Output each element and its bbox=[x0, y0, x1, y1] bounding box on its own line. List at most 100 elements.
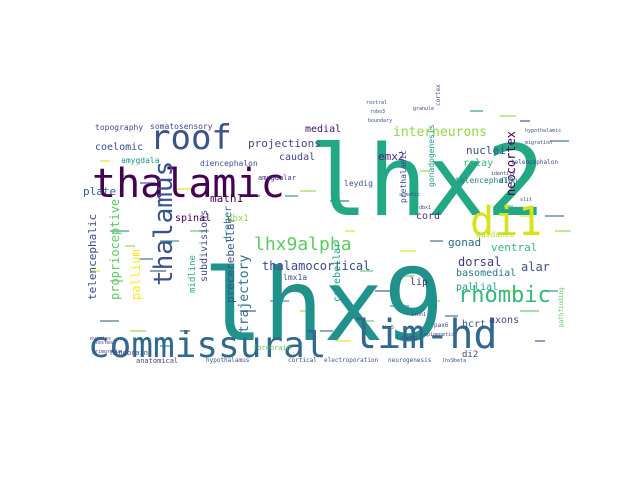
word-cloud-word: dbx1 bbox=[419, 205, 431, 211]
filler-word-speck bbox=[100, 160, 110, 162]
word-cloud-word: alar bbox=[521, 260, 550, 274]
word-cloud-word: gonad bbox=[448, 236, 481, 249]
filler-word-speck bbox=[285, 195, 298, 197]
filler-word-speck bbox=[550, 140, 569, 142]
word-cloud-word: hypothalamus bbox=[206, 357, 250, 364]
word-cloud-word: granule bbox=[413, 106, 434, 112]
word-cloud-word: basomedial bbox=[456, 268, 516, 279]
word-cloud-word: projections bbox=[248, 137, 321, 150]
filler-word-speck bbox=[300, 190, 316, 192]
filler-word-speck bbox=[120, 175, 133, 177]
filler-word-speck bbox=[470, 110, 483, 112]
word-cloud-word: hypothalamic bbox=[525, 128, 561, 134]
filler-word-speck bbox=[430, 300, 440, 302]
word-cloud-word: ventral bbox=[491, 241, 537, 254]
word-cloud-word: relay bbox=[463, 158, 493, 169]
filler-word-speck bbox=[375, 290, 391, 292]
filler-word-speck bbox=[125, 245, 135, 247]
word-cloud-word: medial bbox=[305, 124, 341, 135]
word-cloud-word: di3 bbox=[499, 176, 514, 185]
filler-word-speck bbox=[300, 310, 310, 312]
filler-word-speck bbox=[420, 170, 430, 172]
word-cloud-word: thalamocortical bbox=[262, 259, 370, 273]
word-cloud-word: lhx2 bbox=[309, 125, 545, 239]
word-cloud-word: gonadogenesis bbox=[427, 124, 436, 187]
filler-word-speck bbox=[445, 315, 458, 317]
word-cloud-word: coelomic bbox=[95, 142, 143, 153]
word-cloud-word: proprioceptive bbox=[108, 199, 122, 300]
word-cloud-word: caudal bbox=[279, 152, 315, 163]
word-cloud-word: ovaries bbox=[90, 336, 111, 342]
word-cloud-word: hcrt bbox=[462, 319, 486, 330]
word-cloud-word: neurogenesis bbox=[388, 357, 432, 364]
word-cloud-word: thalamus bbox=[149, 161, 179, 286]
filler-word-speck bbox=[345, 230, 355, 232]
filler-word-speck bbox=[140, 258, 153, 260]
word-cloud-word: identity bbox=[491, 171, 515, 177]
word-cloud-word: lhx9beta bbox=[442, 358, 466, 364]
filler-word-speck bbox=[160, 345, 173, 347]
word-cloud-word: di2 bbox=[462, 350, 478, 360]
filler-word-speck bbox=[500, 290, 516, 292]
word-cloud-word: math1 bbox=[210, 192, 243, 205]
word-cloud-word: pax6 bbox=[434, 322, 449, 329]
word-cloud-word: amygdala bbox=[121, 156, 160, 165]
word-cloud-word: robo3 bbox=[370, 109, 385, 115]
filler-word-speck bbox=[100, 320, 119, 322]
word-cloud-word: amygdalar bbox=[258, 174, 296, 182]
filler-word-speck bbox=[320, 330, 333, 332]
filler-word-speck bbox=[545, 290, 558, 292]
word-cloud-word: interneurons bbox=[393, 125, 487, 140]
word-cloud-word: diencephalon bbox=[200, 159, 258, 168]
filler-word-speck bbox=[240, 310, 256, 312]
word-cloud-word: midline bbox=[188, 255, 198, 293]
word-cloud-word: pallium bbox=[129, 249, 143, 300]
filler-word-speck bbox=[535, 340, 545, 342]
word-cloud-word: subdivisions bbox=[199, 210, 210, 282]
filler-word-speck bbox=[430, 240, 443, 242]
word-cloud-word: prethalamic bbox=[399, 150, 408, 203]
word-cloud-word: nuclei bbox=[466, 144, 506, 157]
filler-word-speck bbox=[90, 270, 100, 272]
filler-word-speck bbox=[270, 300, 289, 302]
filler-word-speck bbox=[500, 205, 513, 207]
word-cloud-word: boundary bbox=[368, 118, 392, 124]
word-cloud-word: lateral bbox=[396, 335, 422, 342]
filler-word-speck bbox=[335, 340, 351, 342]
word-cloud-word: pathfinding bbox=[558, 287, 565, 327]
word-cloud-word: pallial bbox=[456, 282, 498, 293]
word-cloud-word: thalamic bbox=[92, 161, 285, 207]
word-cloud-word: roof bbox=[150, 118, 232, 158]
word-cloud-word: anatomical bbox=[136, 357, 178, 365]
filler-word-speck bbox=[555, 230, 571, 232]
word-cloud-word: dorsal bbox=[458, 255, 501, 269]
word-cloud-word: commissural bbox=[88, 325, 326, 366]
word-cloud-word: lhx9alpha bbox=[254, 234, 352, 255]
word-cloud-word: lhx5 bbox=[382, 325, 394, 331]
filler-word-speck bbox=[500, 115, 516, 117]
word-cloud-word: neocortex bbox=[504, 131, 518, 196]
word-cloud-word: axons bbox=[489, 315, 519, 326]
word-cloud-word: sf1 bbox=[406, 336, 415, 342]
filler-word-speck bbox=[140, 182, 156, 184]
filler-word-speck bbox=[110, 280, 123, 282]
word-cloud-word: di1 bbox=[470, 199, 542, 245]
word-cloud-word: plate bbox=[83, 185, 116, 198]
filler-word-speck bbox=[395, 275, 414, 277]
filler-word-speck bbox=[330, 200, 349, 202]
word-cloud-word: cord bbox=[416, 211, 440, 222]
word-cloud-word: precerebellar bbox=[224, 217, 237, 303]
filler-word-speck bbox=[355, 320, 374, 322]
filler-word-speck bbox=[360, 270, 373, 272]
word-cloud-word: testes bbox=[95, 340, 113, 346]
filler-word-speck bbox=[520, 310, 539, 312]
word-cloud-word: telencephalon bbox=[511, 159, 558, 166]
word-cloud-word: somatic bbox=[399, 192, 420, 198]
word-cloud-word: cortical bbox=[288, 357, 317, 364]
filler-word-speck bbox=[545, 215, 564, 217]
word-cloud-word: somatosensory bbox=[150, 122, 213, 131]
word-cloud-word: hindbrain bbox=[110, 349, 148, 357]
filler-word-speck bbox=[180, 330, 190, 332]
word-cloud-word: slit bbox=[520, 197, 532, 203]
filler-word-speck bbox=[160, 240, 179, 242]
